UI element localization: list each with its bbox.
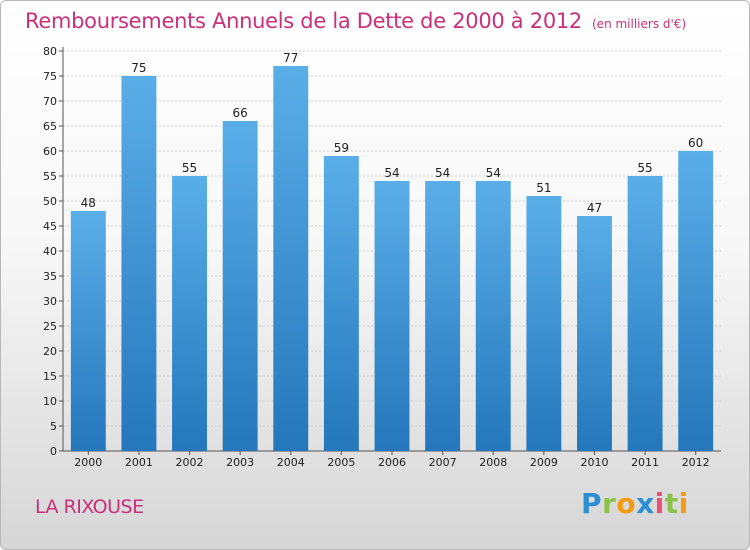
- y-tick-label: 0: [50, 445, 57, 458]
- data-label-2012: 60: [688, 136, 703, 150]
- chart-title: Remboursements Annuels de la Dette de 20…: [25, 9, 686, 33]
- chart-title-text: Remboursements Annuels de la Dette de 20…: [25, 9, 582, 33]
- data-label-2003: 66: [233, 106, 248, 120]
- data-labels: 48 75 55 66 77 59 54 54 54 51 47 55 60: [81, 51, 704, 215]
- y-tick-label: 75: [43, 70, 57, 83]
- x-tick-label: 2005: [327, 456, 355, 469]
- bar-2010: [576, 216, 612, 451]
- bar-2012: [678, 151, 714, 451]
- y-tick-label: 35: [43, 270, 57, 283]
- y-tick-label: 55: [43, 170, 57, 183]
- y-tick-label: 30: [43, 295, 57, 308]
- y-tick-label: 65: [43, 120, 57, 133]
- data-label-2010: 47: [587, 201, 602, 215]
- bar-2001: [121, 76, 157, 451]
- bar-2005: [323, 156, 359, 451]
- y-tick-label: 15: [43, 370, 57, 383]
- x-tick-label: 2009: [530, 456, 558, 469]
- proxiti-logo: Proxiti: [581, 487, 689, 520]
- y-tick-label: 80: [43, 45, 57, 58]
- x-tick-label: 2002: [176, 456, 204, 469]
- x-tick-label: 2012: [682, 456, 710, 469]
- y-tick-label: 50: [43, 195, 57, 208]
- bars: [70, 66, 714, 451]
- y-tick-label: 40: [43, 245, 57, 258]
- bar-2007: [425, 181, 461, 451]
- x-tick-label: 2007: [429, 456, 457, 469]
- x-tick-label: 2000: [74, 456, 102, 469]
- chart-unit: (en milliers d'€): [592, 17, 687, 31]
- data-label-2001: 75: [131, 61, 146, 75]
- bar-2008: [475, 181, 511, 451]
- bar-2002: [172, 176, 208, 451]
- bar-chart: 0 5 10 15 20 25 30 35 40 45 50 55 60 65 70 75 80 2000 2001…: [43, 45, 721, 469]
- y-tick-label: 25: [43, 320, 57, 333]
- data-label-2009: 51: [536, 181, 551, 195]
- y-tick-label: 70: [43, 95, 57, 108]
- y-tick-label: 10: [43, 395, 57, 408]
- data-label-2000: 48: [81, 196, 96, 210]
- y-tick-label: 60: [43, 145, 57, 158]
- data-label-2006: 54: [384, 166, 399, 180]
- data-label-2008: 54: [486, 166, 501, 180]
- x-tick-label: 2003: [226, 456, 254, 469]
- place-name: LA RIXOUSE: [35, 496, 144, 518]
- data-label-2004: 77: [283, 51, 298, 65]
- bar-2006: [374, 181, 410, 451]
- y-tick-label: 20: [43, 345, 57, 358]
- x-tick-label: 2004: [277, 456, 305, 469]
- bar-2000: [70, 211, 106, 451]
- data-label-2011: 55: [637, 161, 652, 175]
- y-tick-label: 45: [43, 220, 57, 233]
- data-label-2002: 55: [182, 161, 197, 175]
- bar-2004: [273, 66, 309, 451]
- x-tick-label: 2010: [580, 456, 608, 469]
- bar-2011: [627, 176, 663, 451]
- x-tick-label: 2001: [125, 456, 153, 469]
- x-tick-label: 2006: [378, 456, 406, 469]
- y-tick-label: 5: [50, 420, 57, 433]
- bar-2003: [222, 121, 258, 451]
- data-label-2005: 59: [334, 141, 349, 155]
- data-label-2007: 54: [435, 166, 450, 180]
- x-tick-label: 2011: [631, 456, 659, 469]
- bar-2009: [526, 196, 562, 451]
- x-tick-label: 2008: [479, 456, 507, 469]
